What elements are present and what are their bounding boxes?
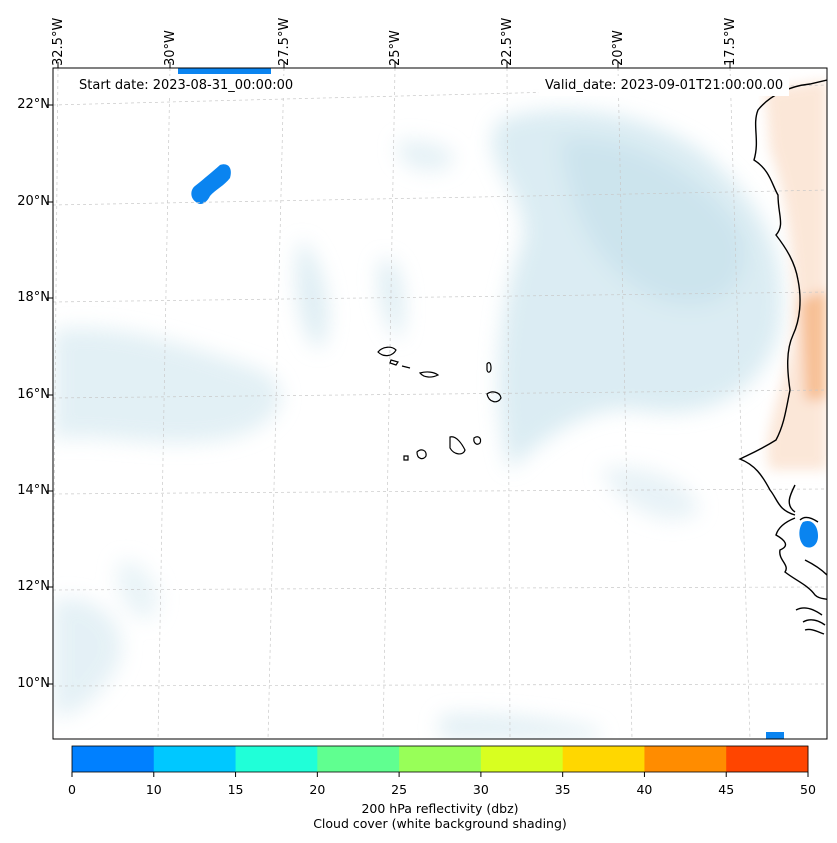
colorbar-tick-label: 15	[227, 782, 244, 797]
colorbar	[71, 746, 809, 777]
map-frame	[52, 67, 828, 740]
longitude-label: 17.5°W	[723, 17, 738, 66]
colorbar-segment	[235, 746, 318, 772]
longitude-label: 20°W	[611, 30, 626, 66]
valid-date-label: Valid_date: 2023-09-01T21:00:00.00	[539, 76, 790, 96]
warm-shading	[765, 80, 827, 470]
colorbar-segment	[562, 746, 645, 772]
colorbar-tick-label: 30	[472, 782, 489, 797]
colorbar-tick-label: 20	[309, 782, 326, 797]
latitude-label: 12°N	[17, 579, 50, 594]
latitude-label: 22°N	[17, 97, 50, 112]
colorbar-tick-label: 10	[145, 782, 162, 797]
colorbar-sublabel: Cloud cover (white background shading)	[313, 816, 567, 831]
colorbar-tick-label: 25	[391, 782, 408, 797]
start-date-label: Start date: 2023-08-31_00:00:00	[73, 76, 300, 96]
latitude-label: 16°N	[17, 387, 50, 402]
colorbar-segment	[72, 746, 155, 772]
colorbar-segment	[153, 746, 237, 772]
colorbar-tick-label: 45	[718, 782, 735, 797]
latitude-label: 18°N	[17, 290, 50, 305]
colorbar-segment	[726, 746, 809, 772]
latitude-label: 20°N	[17, 194, 50, 209]
longitude-label: 27.5°W	[277, 17, 292, 66]
west-africa-coastline	[738, 79, 827, 635]
colorbar-segment	[480, 746, 564, 772]
cloud-cover-shading	[53, 110, 782, 739]
colorbar-label: 200 hPa reflectivity (dbz)	[361, 801, 519, 816]
colorbar-tick-label: 35	[554, 782, 571, 797]
longitude-label: 25°W	[388, 30, 403, 66]
colorbar-segment	[644, 746, 727, 772]
colorbar-tick-label: 50	[800, 782, 816, 797]
colorbar-tick-label: 40	[636, 782, 653, 797]
reflectivity-cells	[178, 68, 818, 739]
longitude-label: 30°W	[163, 30, 178, 66]
cape-verde-islands	[377, 346, 502, 461]
longitude-label: 32.5°W	[51, 17, 66, 66]
longitude-label: 22.5°W	[500, 17, 515, 66]
colorbar-segment	[317, 746, 400, 772]
colorbar-tick-label: 0	[68, 782, 76, 797]
latitude-label: 10°N	[17, 676, 50, 691]
graticule	[53, 68, 827, 739]
latitude-label: 14°N	[17, 483, 50, 498]
colorbar-segment	[399, 746, 482, 772]
